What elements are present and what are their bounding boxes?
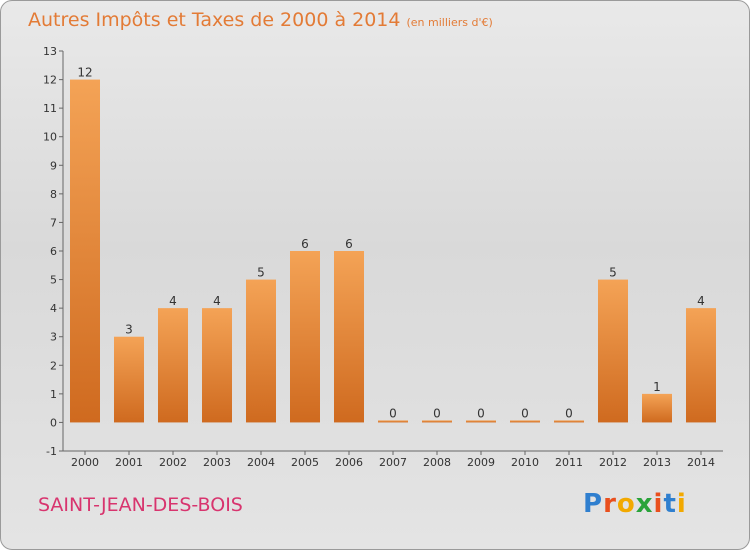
bar — [378, 420, 408, 423]
y-tick-label: 8 — [50, 188, 57, 201]
x-tick-label: 2005 — [291, 456, 319, 469]
data-label: 12 — [77, 66, 92, 80]
data-label: 6 — [345, 237, 353, 251]
logo-letter: x — [635, 489, 654, 519]
data-label: 0 — [477, 406, 485, 420]
data-label: 0 — [433, 406, 441, 420]
x-tick-label: 2002 — [159, 456, 187, 469]
data-label: 5 — [609, 266, 617, 280]
data-label: 4 — [213, 294, 221, 308]
x-tick-label: 2001 — [115, 456, 143, 469]
y-tick-label: 3 — [50, 331, 57, 344]
logo-letter: o — [616, 489, 636, 519]
y-tick-label: 9 — [50, 159, 57, 172]
data-label: 3 — [125, 323, 133, 337]
bar — [202, 308, 232, 423]
y-tick-label: 4 — [50, 302, 57, 315]
y-tick-label: 13 — [43, 45, 57, 58]
x-tick-label: 2000 — [71, 456, 99, 469]
y-tick-label: 2 — [50, 359, 57, 372]
data-label: 0 — [521, 406, 529, 420]
bar — [158, 308, 188, 423]
bar — [246, 279, 276, 423]
x-tick-label: 2006 — [335, 456, 363, 469]
logo-letter: i — [676, 489, 687, 519]
bar — [466, 420, 496, 423]
x-tick-label: 2012 — [599, 456, 627, 469]
logo-letter: t — [663, 489, 677, 519]
bar — [642, 393, 672, 423]
x-tick-label: 2011 — [555, 456, 583, 469]
x-tick-label: 2009 — [467, 456, 495, 469]
bar — [70, 79, 100, 423]
title-text: Autres Impôts et Taxes de 2000 à 2014 — [28, 9, 401, 31]
chart-title: Autres Impôts et Taxes de 2000 à 2014 (en… — [28, 9, 493, 31]
data-label: 0 — [565, 406, 573, 420]
bar — [686, 308, 716, 423]
data-label: 1 — [653, 380, 661, 394]
y-tick-label: 10 — [43, 131, 57, 144]
y-tick-label: 1 — [50, 388, 57, 401]
commune-name: SAINT-JEAN-DES-BOIS — [38, 494, 243, 516]
logo-letter: i — [653, 489, 664, 519]
x-tick-label: 2010 — [511, 456, 539, 469]
bar — [422, 420, 452, 423]
logo-letter: r — [603, 489, 617, 519]
y-tick-label: 0 — [50, 416, 57, 429]
logo-letter: P — [583, 489, 604, 519]
proxiti-logo[interactable]: Proxiti — [583, 489, 687, 519]
y-tick-label: 12 — [43, 74, 57, 87]
data-label: 6 — [301, 237, 309, 251]
data-label: 0 — [389, 406, 397, 420]
bar — [554, 420, 584, 423]
bar — [334, 251, 364, 423]
data-label: 4 — [697, 294, 705, 308]
x-tick-label: 2014 — [687, 456, 715, 469]
y-tick-label: 7 — [50, 216, 57, 229]
bar — [510, 420, 540, 423]
data-label: 4 — [169, 294, 177, 308]
chart-subtitle: (en milliers d'€) — [406, 16, 493, 29]
x-tick-label: 2013 — [643, 456, 671, 469]
bar — [290, 251, 320, 423]
x-tick-label: 2008 — [423, 456, 451, 469]
x-tick-label: 2004 — [247, 456, 275, 469]
y-tick-label: 5 — [50, 274, 57, 287]
data-label: 5 — [257, 266, 265, 280]
bar — [598, 279, 628, 423]
x-tick-label: 2003 — [203, 456, 231, 469]
y-tick-label: 11 — [43, 102, 57, 115]
y-tick-label: 6 — [50, 245, 57, 258]
bar — [114, 336, 144, 423]
y-tick-label: -1 — [46, 445, 57, 458]
x-tick-label: 2007 — [379, 456, 407, 469]
